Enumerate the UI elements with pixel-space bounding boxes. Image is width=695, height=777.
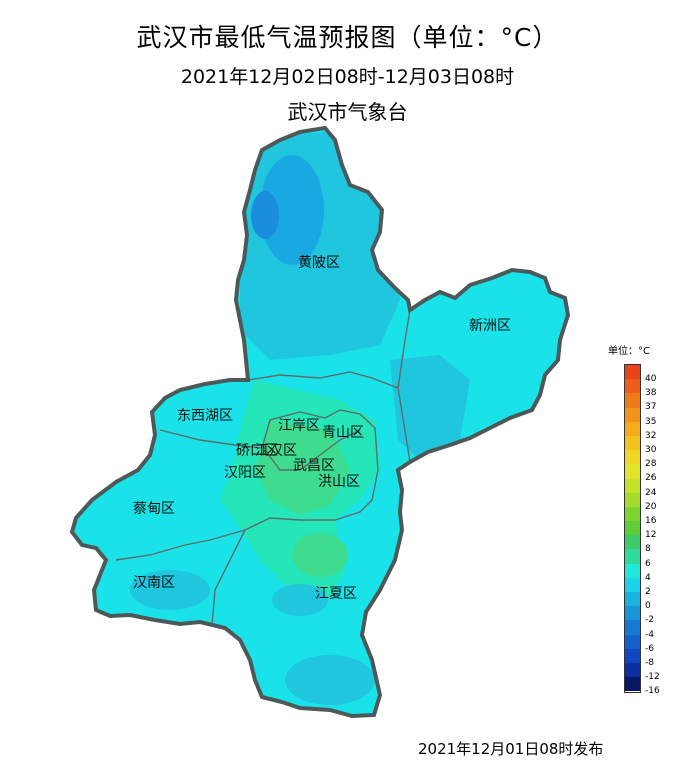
legend-tick-label: -12 [645,672,660,683]
legend-tick-label: 4 [645,572,651,583]
legend-tick-label: 28 [645,459,657,470]
label-xinzhou: 新洲区 [469,318,511,334]
legend-tick-label: 24 [645,487,657,498]
legend-swatch [625,464,640,479]
label-caidian: 蔡甸区 [133,501,175,517]
legend-swatch [625,435,640,451]
legend-tick-label: 26 [645,473,657,484]
label-hanyang: 汉阳区 [224,465,266,481]
label-dongxihu: 东西湖区 [177,408,233,424]
legend-tick-label: -4 [645,629,654,640]
zone-hannan-cool [130,570,210,610]
legend-swatch [625,492,640,507]
legend-swatch [625,407,640,422]
legend-swatch [625,393,640,408]
legend-tick-label: 6 [645,558,651,569]
legend-swatch [625,535,640,550]
legend-swatch [625,648,640,663]
legend-swatch [625,365,640,380]
legend-title: 单位：°C [608,346,650,357]
forecast-period: 2021年12月02日08时-12月03日08时 [180,66,515,88]
legend-swatch [625,379,640,394]
legend-swatch [625,549,640,564]
legend-swatch [625,506,640,522]
label-wuchang: 武昌区 [293,458,335,474]
district-labels: 黄陂区 新洲区 东西湖区 江岸区 青山区 硚口区 江汉区 汉阳区 武昌区 洪山区… [133,254,511,602]
legend-tick-label: 8 [645,544,651,555]
label-jiangan: 江岸区 [278,418,320,434]
river-yangtze [264,429,361,471]
zone-jiangxia-cool [272,584,328,616]
legend-tick-label: -6 [645,643,654,654]
legend-tick-label: 35 [645,416,657,427]
legend-tick-label: 37 [645,402,657,413]
legend-swatch [625,450,640,465]
zone-south-warm [292,533,348,577]
legend-swatch [625,620,640,635]
legend-tick-label: 40 [645,374,657,384]
legend-swatch [625,592,640,607]
zone-north-cold [260,155,324,265]
legend-tick-label: 20 [645,501,657,512]
label-qiaokou: 硚口区 [236,443,278,459]
zone-east-cool [390,355,470,460]
legend-tick-label: 2 [645,587,651,597]
legend-swatch [625,563,640,578]
boundary-huangpi-xinzhou [397,309,411,389]
legend-tick-label: 38 [645,388,657,399]
legend-swatch [625,521,640,536]
district-boundaries [115,309,411,626]
legend-tick-label: 32 [645,430,657,441]
boundary-caidian-hannan [115,529,246,561]
temperature-fill [72,128,568,716]
boundary-hongshan [244,427,379,531]
label-huangpi: 黄陂区 [298,254,340,271]
legend-swatch [625,606,640,621]
legend-tick-label: 16 [645,516,657,526]
legend-swatch [625,478,640,493]
legend-swatch [625,577,640,592]
label-jianghan: 江汉区 [255,443,297,459]
boundary-dongxihu-south [159,429,263,449]
legend-swatch [625,677,640,692]
legend-tick-label: -2 [645,615,654,626]
legend-tick-label: 30 [645,445,657,455]
label-hongshan: 洪山区 [318,474,360,490]
legend-tick-label: 12 [645,530,657,541]
legend-tick-label: 0 [645,601,651,612]
issuing-agency: 武汉市气象台 [287,100,408,124]
legend-tick-label: -8 [645,658,654,668]
legend-colorbar [624,364,641,693]
legend-swatch [625,634,640,649]
label-qingshan: 青山区 [322,425,364,441]
boundary-jiangxia-west [211,529,246,626]
map-title: 武汉市最低气温预报图（单位：°C） [136,23,559,52]
zone-south-cool [285,655,375,705]
label-hannan: 汉南区 [133,575,175,591]
zone-north-coldest [251,191,279,239]
boundary-urban-north [261,409,376,449]
legend-swatch [625,421,640,436]
issue-time: 2021年12月01日08时发布 [418,740,604,758]
legend-tick-label: -16 [645,686,660,697]
legend-swatch [625,662,640,678]
label-jiangxia: 江夏区 [315,586,357,602]
